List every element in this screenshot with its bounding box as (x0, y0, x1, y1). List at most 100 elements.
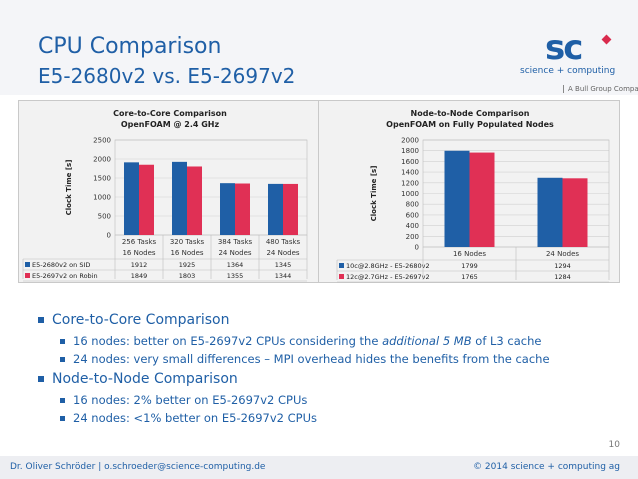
category-label: 480 Tasks (266, 238, 301, 246)
y-tick-label: 1000 (93, 194, 111, 202)
bullet-text: Node-to-Node Comparison (52, 371, 238, 387)
slide-title: CPU Comparison (38, 34, 222, 59)
category-label: 256 Tasks (122, 238, 157, 246)
y-tick-label: 0 (415, 244, 419, 252)
y-tick-label: 600 (406, 211, 419, 219)
legend-swatch (339, 274, 344, 279)
bar-series-a (172, 161, 187, 235)
node-to-node-chart: Node-to-Node Comparison OpenFOAM on Fully… (318, 100, 620, 283)
y-tick-label: 400 (406, 222, 419, 230)
bar-series-a (537, 177, 563, 247)
y-tick-label: 1200 (401, 179, 419, 187)
y-tick-label: 1600 (401, 158, 419, 166)
category-label: 320 Tasks (170, 238, 205, 246)
legend-swatch (339, 263, 344, 268)
slide-subtitle: E5-2680v2 vs. E5-2697v2 (38, 64, 296, 88)
bullet-text: additional 5 MB (382, 334, 472, 348)
legend-swatch (25, 273, 30, 278)
bullet-square-icon (38, 376, 44, 382)
bullet-square-icon (60, 339, 65, 344)
chart-title: Node-to-Node Comparison (411, 109, 530, 118)
y-tick-label: 1800 (401, 147, 419, 155)
footer: Dr. Oliver Schröder | o.schroeder@scienc… (0, 456, 638, 479)
bar-series-b (283, 183, 298, 235)
data-table-value: 1364 (227, 261, 244, 269)
chart-subtitle: OpenFOAM @ 2.4 GHz (121, 120, 220, 129)
y-axis-label: Clock Time [s] (370, 166, 378, 222)
bullet-text: 16 nodes: better on E5-2697v2 CPUs consi… (73, 334, 383, 348)
footer-copyright: © 2014 science + computing ag (473, 462, 620, 472)
category-label: 24 Nodes (218, 249, 251, 257)
title-band (0, 0, 638, 95)
footer-author: Dr. Oliver Schröder | o.schroeder@scienc… (10, 462, 266, 472)
data-table-value: 1345 (275, 261, 292, 269)
category-label: 16 Nodes (453, 250, 486, 258)
legend-label: E5-2680v2 on SID (32, 261, 90, 269)
category-label: 16 Nodes (170, 249, 203, 257)
legend-label: 10c@2.8GHz - E5-2680v2 (346, 262, 430, 270)
legend-swatch (25, 262, 30, 267)
bar-series-b (187, 166, 202, 235)
company-logo: sc science + computing A Bull Group Comp… (515, 28, 638, 100)
bar-series-b (469, 152, 495, 247)
bullet-text: 24 nodes: very small differences – MPI o… (73, 352, 550, 366)
node-to-node-chart-svg: Node-to-Node Comparison OpenFOAM on Fully… (336, 109, 610, 283)
legend-label: E5-2697v2 on Robin (32, 272, 98, 280)
bullet-square-icon (60, 357, 65, 362)
bar-series-b (562, 178, 588, 247)
y-tick-label: 800 (406, 201, 419, 209)
data-table-value: 1284 (554, 273, 571, 281)
bar-series-b (235, 183, 250, 235)
bullet-text: of L3 cache (471, 334, 542, 348)
bar-series-a (220, 183, 235, 235)
bullet-item: 24 nodes: <1% better on E5-2697v2 CPUs (60, 411, 317, 425)
y-tick-label: 2000 (93, 156, 111, 164)
legend-label: 12c@2.7GHz - E5-2697v2 (346, 273, 430, 281)
y-tick-label: 2500 (93, 137, 111, 145)
core-to-core-chart-svg: Core-to-Core Comparison OpenFOAM @ 2.4 GH… (22, 109, 308, 282)
category-label: 384 Tasks (218, 238, 253, 246)
bullet-item: 16 nodes: better on E5-2697v2 CPUs consi… (60, 334, 541, 348)
y-tick-label: 0 (107, 232, 111, 240)
data-table-value: 1355 (227, 272, 244, 280)
chart-subtitle: OpenFOAM on Fully Populated Nodes (386, 120, 554, 129)
y-tick-label: 200 (406, 233, 419, 241)
bullet-text: Core-to-Core Comparison (52, 312, 230, 328)
category-label: 24 Nodes (266, 249, 299, 257)
bullet-text: 24 nodes: <1% better on E5-2697v2 CPUs (73, 411, 318, 425)
category-label: 24 Nodes (546, 250, 579, 258)
bullet-square-icon (60, 416, 65, 421)
data-table-value: 1799 (461, 262, 478, 270)
bullet-heading: Node-to-Node Comparison (38, 371, 238, 387)
data-table-value: 1294 (554, 262, 571, 270)
data-table-value: 1344 (275, 272, 292, 280)
y-tick-label: 2000 (401, 137, 419, 145)
bullet-square-icon (60, 398, 65, 403)
data-table-value: 1803 (179, 272, 196, 280)
data-table-value: 1925 (179, 261, 196, 269)
logo-dot-icon (601, 34, 612, 45)
bar-series-a (124, 162, 139, 235)
logo-mark: sc (545, 28, 583, 68)
page-number: 10 (608, 440, 620, 450)
bullet-item: 16 nodes: 2% better on E5-2697v2 CPUs (60, 393, 307, 407)
bar-series-b (139, 164, 154, 235)
y-tick-label: 1000 (401, 190, 419, 198)
bullet-square-icon (38, 317, 44, 323)
y-axis-label: Clock Time [s] (65, 160, 73, 216)
bullet-heading: Core-to-Core Comparison (38, 312, 230, 328)
bullet-item: 24 nodes: very small differences – MPI o… (60, 352, 550, 366)
core-to-core-chart: Core-to-Core Comparison OpenFOAM @ 2.4 GH… (18, 100, 320, 283)
bar-series-a (444, 150, 470, 247)
category-label: 16 Nodes (122, 249, 155, 257)
y-tick-label: 1400 (401, 169, 419, 177)
y-tick-label: 1500 (93, 175, 111, 183)
bullet-text: 16 nodes: 2% better on E5-2697v2 CPUs (73, 393, 308, 407)
logo-subtitle: science + computing (520, 66, 616, 76)
data-table-value: 1765 (461, 273, 478, 281)
chart-title: Core-to-Core Comparison (113, 109, 227, 118)
y-tick-label: 500 (98, 213, 111, 221)
logo-group-text: A Bull Group Company (563, 85, 638, 93)
data-table-value: 1849 (131, 272, 148, 280)
data-table-value: 1912 (131, 261, 148, 269)
